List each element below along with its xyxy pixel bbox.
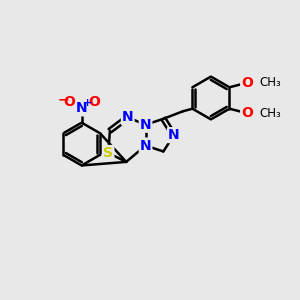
Text: CH₃: CH₃ [259, 76, 281, 89]
Text: N: N [76, 101, 88, 116]
Text: CH₃: CH₃ [259, 106, 281, 120]
Text: N: N [140, 118, 152, 132]
Text: N: N [168, 128, 180, 142]
Text: N: N [140, 139, 152, 152]
Text: O: O [241, 106, 253, 120]
Text: N: N [122, 110, 134, 124]
Text: +: + [83, 98, 92, 108]
Text: −: − [57, 92, 69, 106]
Text: O: O [88, 95, 100, 109]
Text: O: O [63, 95, 75, 109]
Text: O: O [241, 76, 253, 90]
Text: S: S [103, 146, 113, 160]
